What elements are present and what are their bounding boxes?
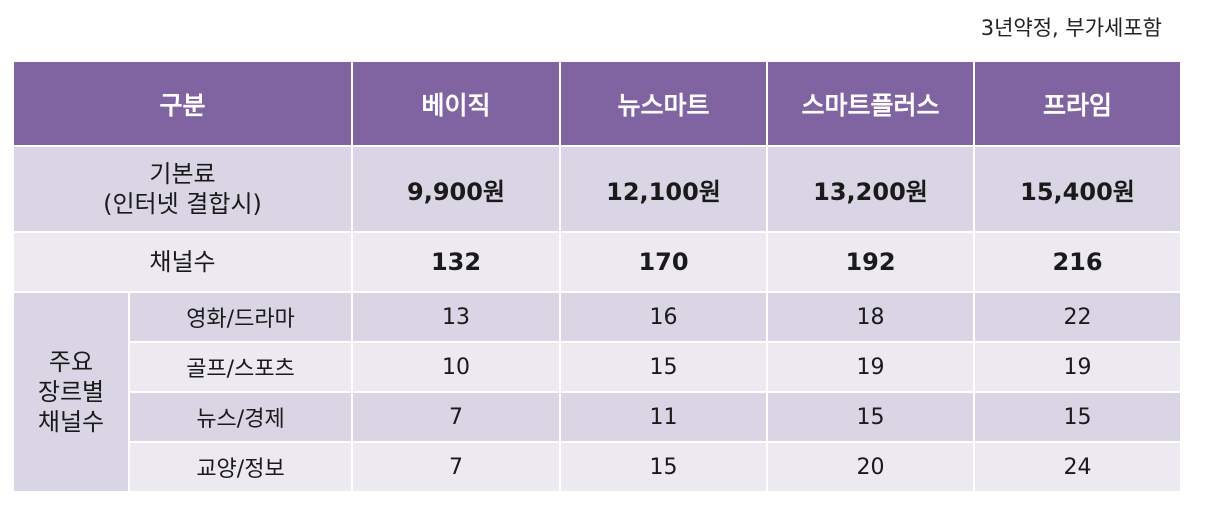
genre-value: 16 (559, 291, 769, 343)
genre-value: 7 (351, 441, 562, 493)
genre-row-golf-sports: 골프/스포츠 10 15 19 19 (13, 341, 1183, 393)
genre-label: 교양/정보 (127, 441, 354, 493)
plan-comparison-table: 구분 베이직 뉴스마트 스마트플러스 프라임 기본료 (인터넷 결합시) 9,9… (11, 60, 1183, 493)
genre-group-line2: 장르별 (37, 378, 105, 406)
genre-row-movie-drama: 주요 장르별 채널수 영화/드라마 13 16 18 22 (12, 291, 1183, 493)
channel-count-label: 채널수 (11, 231, 354, 293)
genre-value: 20 (766, 441, 976, 493)
channel-count-smartplus: 192 (766, 231, 976, 293)
channel-count-basic: 132 (351, 231, 562, 293)
genre-group-line1: 주요 (48, 348, 94, 376)
genre-value: 15 (559, 341, 769, 393)
base-fee-basic: 9,900원 (351, 145, 562, 233)
genre-value: 7 (351, 391, 562, 443)
header-plan-prime: 프라임 (973, 60, 1183, 147)
pricing-note: 3년약정, 부가세포함 (980, 16, 1162, 40)
genre-label: 영화/드라마 (127, 291, 354, 343)
genre-value: 19 (973, 341, 1183, 393)
base-fee-row: 기본료 (인터넷 결합시) 9,900원 12,100원 13,200원 15,… (11, 145, 1183, 233)
base-fee-label-line2: (인터넷 결합시) (103, 190, 262, 218)
genre-label: 뉴스/경제 (127, 391, 354, 443)
genre-value: 10 (351, 341, 562, 393)
genre-value: 19 (766, 341, 976, 393)
base-fee-smartplus: 13,200원 (766, 145, 976, 233)
header-category: 구분 (11, 60, 354, 147)
table-header-row: 구분 베이직 뉴스마트 스마트플러스 프라임 (11, 60, 1183, 147)
channel-count-prime: 216 (973, 231, 1183, 293)
genre-group-label: 주요 장르별 채널수 (12, 291, 130, 493)
genre-row-news-economy: 뉴스/경제 7 11 15 15 (13, 391, 1183, 443)
genre-value: 13 (351, 291, 562, 343)
genre-value: 22 (973, 291, 1183, 343)
genre-value: 11 (559, 391, 769, 443)
header-plan-smartplus: 스마트플러스 (766, 60, 976, 147)
base-fee-label: 기본료 (인터넷 결합시) (11, 145, 354, 233)
genre-value: 15 (973, 391, 1183, 443)
header-plan-newsmart: 뉴스마트 (559, 60, 769, 147)
base-fee-newsmart: 12,100원 (559, 145, 769, 233)
base-fee-prime: 15,400원 (973, 145, 1183, 233)
genre-value: 15 (559, 441, 769, 493)
header-plan-basic: 베이직 (351, 60, 562, 147)
genre-label: 골프/스포츠 (127, 341, 354, 393)
genre-row-culture-info: 교양/정보 7 15 20 24 (13, 441, 1183, 493)
genre-group-line3: 채널수 (37, 408, 105, 436)
base-fee-label-line1: 기본료 (149, 160, 216, 188)
channel-count-row: 채널수 132 170 192 216 (11, 231, 1183, 293)
genre-value: 24 (973, 441, 1183, 493)
channel-count-newsmart: 170 (559, 231, 769, 293)
genre-value: 18 (766, 291, 976, 343)
genre-value: 15 (766, 391, 976, 443)
